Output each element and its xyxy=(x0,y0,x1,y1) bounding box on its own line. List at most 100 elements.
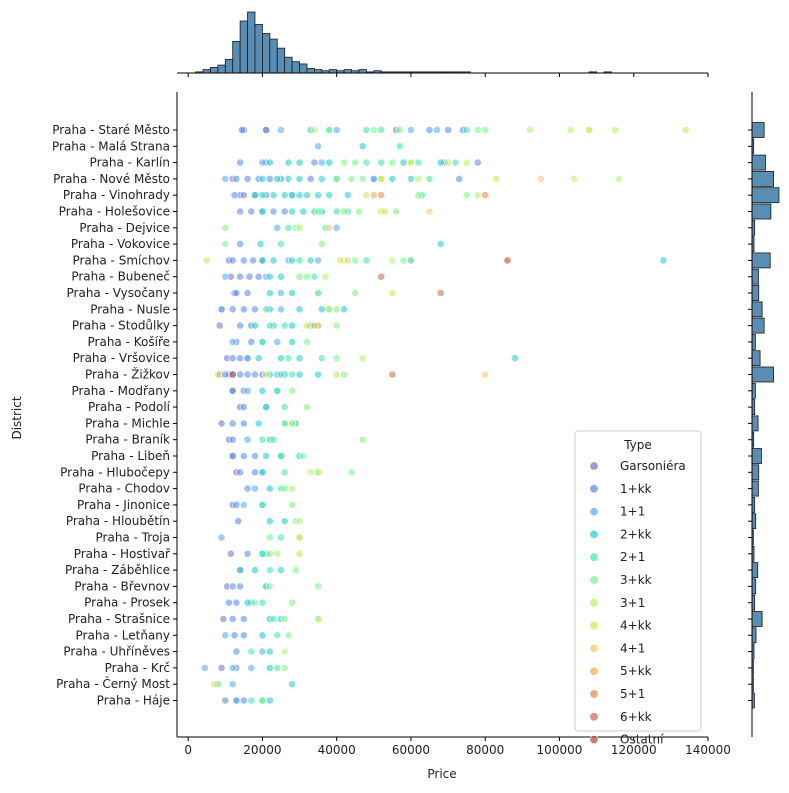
data-point xyxy=(258,256,267,265)
legend-label: 5+1 xyxy=(620,687,645,701)
data-point xyxy=(407,126,415,134)
data-point xyxy=(280,191,289,200)
data-point xyxy=(221,272,230,281)
histogram-bar xyxy=(284,56,293,74)
data-point xyxy=(258,435,267,444)
data-point xyxy=(228,452,237,460)
data-point xyxy=(219,615,228,623)
main-axes: 0 20000 40000 60000 80000 100000 120000 140000 P… xyxy=(52,92,731,757)
data-point xyxy=(399,256,408,265)
data-point xyxy=(288,207,297,216)
histogram-bar xyxy=(269,38,278,74)
histogram-bar xyxy=(254,24,263,74)
data-point xyxy=(221,174,230,183)
data-point xyxy=(230,631,239,640)
data-point xyxy=(258,191,267,200)
data-point xyxy=(258,207,267,216)
data-point xyxy=(332,223,341,232)
data-point xyxy=(295,223,304,232)
histogram-bar xyxy=(751,366,775,383)
histogram-bar xyxy=(751,333,756,350)
data-point xyxy=(236,582,245,591)
data-point xyxy=(317,305,326,314)
data-point xyxy=(355,207,363,216)
data-point xyxy=(239,631,248,640)
data-point xyxy=(277,305,285,314)
data-point xyxy=(295,174,304,183)
data-point xyxy=(221,370,230,379)
legend-label: 2+kk xyxy=(620,527,652,541)
data-point xyxy=(332,174,341,183)
data-point xyxy=(202,256,211,265)
data-point xyxy=(254,272,263,281)
legend-marker xyxy=(589,643,599,653)
histogram-bar xyxy=(751,611,763,627)
data-point xyxy=(295,191,304,200)
data-point xyxy=(314,256,323,265)
histogram-bar xyxy=(751,627,757,644)
data-point xyxy=(236,321,245,330)
data-point xyxy=(258,468,267,477)
data-point xyxy=(280,468,289,477)
x-tick-label: 40000 xyxy=(318,743,356,757)
histogram-bar xyxy=(751,513,757,530)
data-point xyxy=(217,305,226,314)
data-point xyxy=(236,272,245,281)
data-point xyxy=(314,468,323,477)
histogram-bar xyxy=(202,69,211,74)
data-point xyxy=(236,354,245,363)
data-point xyxy=(288,598,297,607)
y-tick-label: Praha - Troja xyxy=(96,531,171,545)
data-point xyxy=(492,174,501,183)
data-point xyxy=(284,174,293,183)
x-tick-label: 140000 xyxy=(685,743,731,757)
legend-label: 5+kk xyxy=(620,664,652,678)
histogram-bar xyxy=(328,69,338,74)
data-point xyxy=(306,468,315,477)
data-point xyxy=(269,256,278,265)
data-point xyxy=(358,354,367,363)
data-point xyxy=(395,142,404,151)
data-point xyxy=(258,158,267,167)
data-point xyxy=(377,158,386,167)
data-point xyxy=(317,174,326,183)
data-point xyxy=(256,240,265,248)
histogram-bar xyxy=(224,59,234,74)
histogram-bar xyxy=(232,40,241,74)
legend-marker xyxy=(589,461,599,471)
data-point xyxy=(388,174,397,183)
data-point xyxy=(407,256,415,265)
data-point xyxy=(265,696,274,705)
histogram-bar xyxy=(291,61,300,74)
data-point xyxy=(265,272,274,281)
data-point xyxy=(265,174,274,183)
data-point xyxy=(236,468,245,477)
data-point xyxy=(265,321,274,330)
y-tick-label: Praha - Chodov xyxy=(78,482,170,496)
histogram-bar xyxy=(751,252,771,269)
data-point xyxy=(377,126,386,134)
data-point xyxy=(243,386,252,395)
data-point xyxy=(306,256,315,265)
data-point xyxy=(681,126,690,134)
data-point xyxy=(436,240,445,248)
data-point xyxy=(336,256,345,265)
data-point xyxy=(314,289,323,297)
data-point xyxy=(232,174,241,183)
data-point xyxy=(288,386,297,395)
y-tick-label: Praha - Hloubětín xyxy=(66,514,170,528)
data-point xyxy=(232,500,241,509)
y-tick-label: Praha - Žižkov xyxy=(85,367,170,382)
data-point xyxy=(659,256,668,265)
y-tick-label: Praha - Dejvice xyxy=(79,221,170,235)
y-tick-label: Praha - Nusle xyxy=(90,302,170,316)
data-point xyxy=(258,549,267,558)
data-point xyxy=(425,174,434,183)
data-point xyxy=(288,191,297,200)
data-point xyxy=(277,370,285,379)
data-point xyxy=(243,354,252,363)
histogram-bar xyxy=(751,350,761,367)
data-point xyxy=(236,158,245,167)
histogram-bar xyxy=(262,33,271,74)
data-point xyxy=(288,289,297,297)
